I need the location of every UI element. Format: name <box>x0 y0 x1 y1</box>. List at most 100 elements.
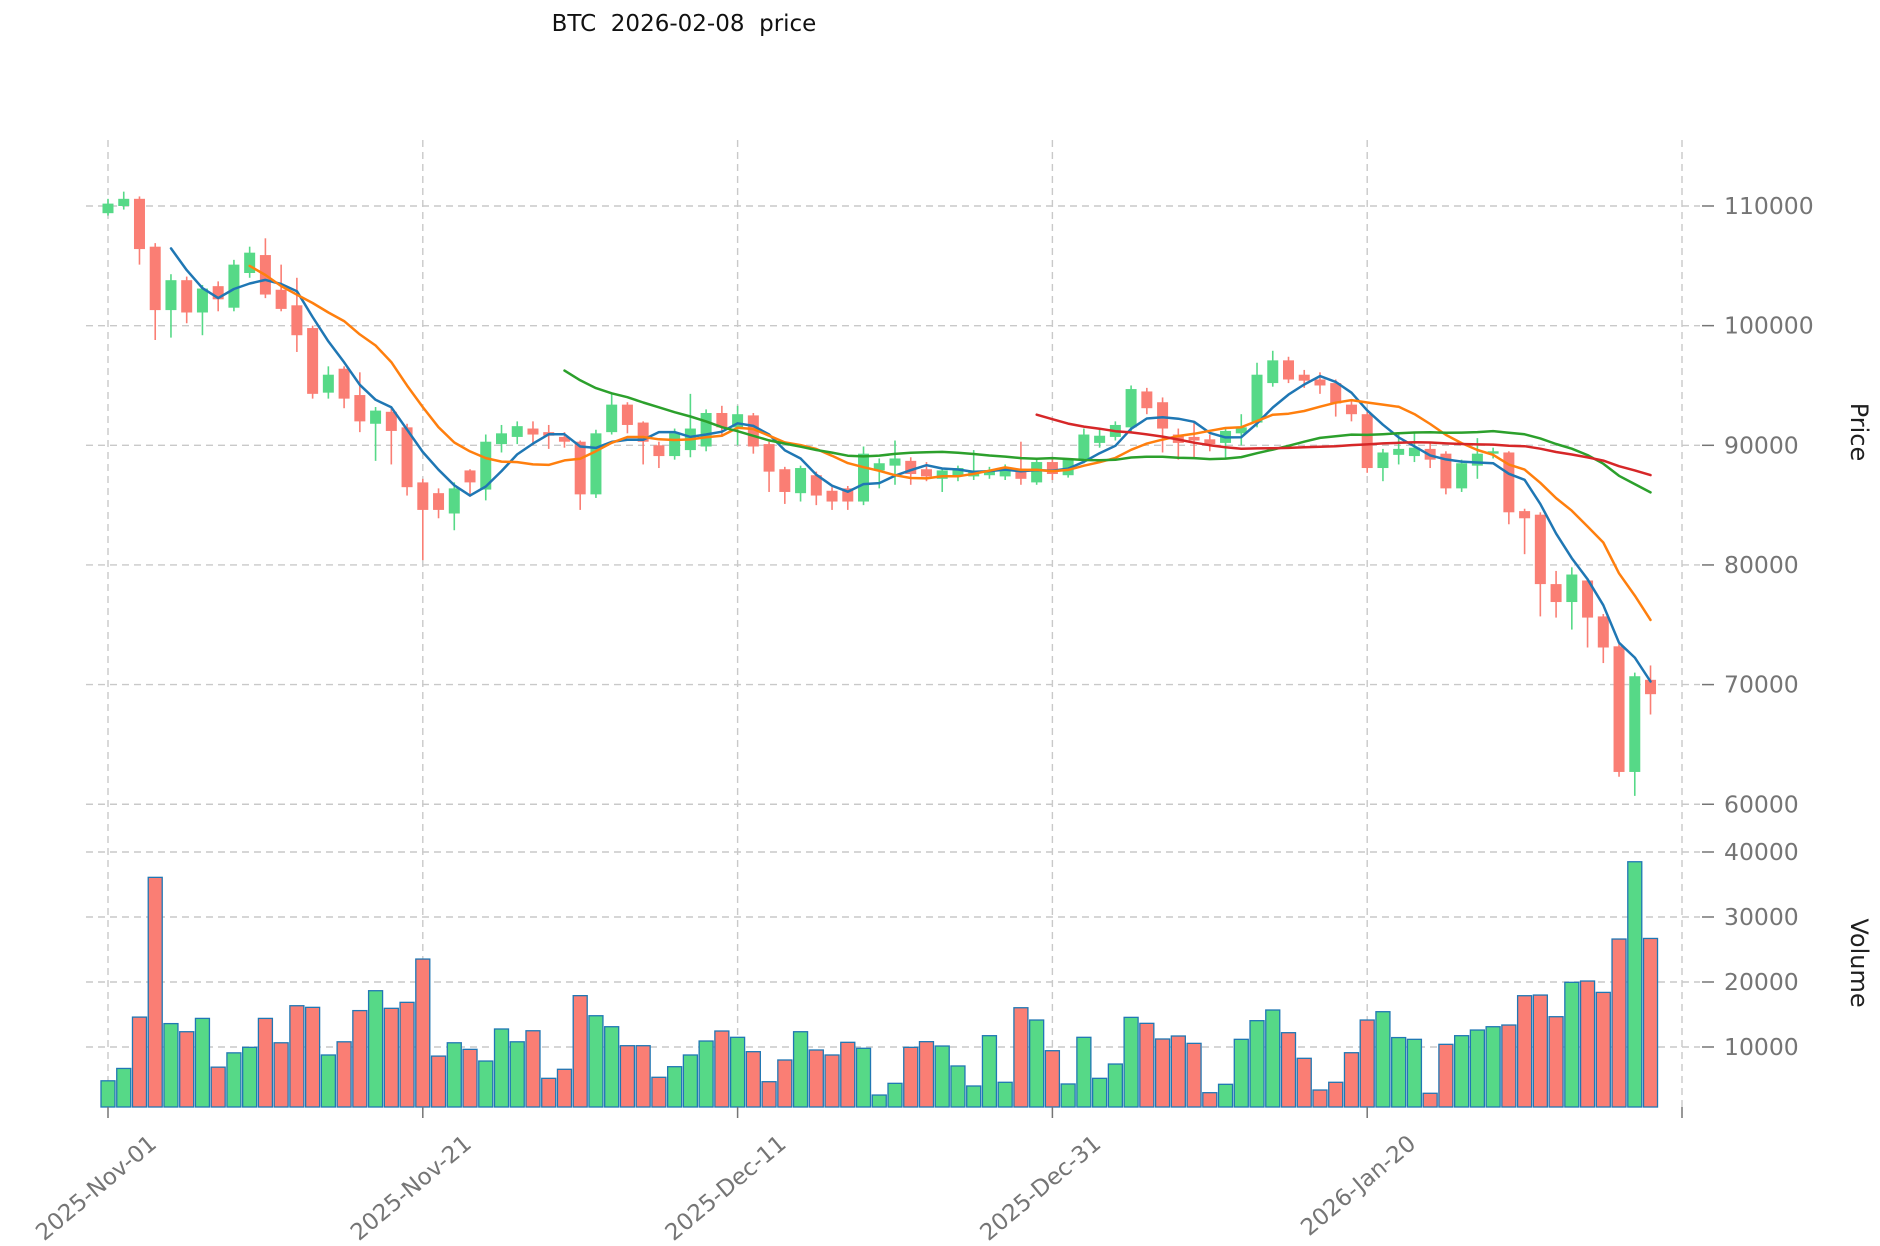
candle-down <box>1645 679 1657 695</box>
volume-bar-down <box>415 958 431 1108</box>
volume-bar-up <box>509 1041 525 1108</box>
volume-bar-down <box>430 1055 447 1108</box>
volume-bar-up <box>493 1028 510 1108</box>
volume-bar-down <box>572 995 588 1108</box>
volume-bar-up <box>1406 1038 1423 1108</box>
volume-bar-down <box>1328 1081 1344 1108</box>
candle-up <box>511 426 523 437</box>
volume-bar-up <box>1060 1083 1076 1108</box>
candle-down <box>1345 404 1357 415</box>
price-axis-tick-label: 70000 <box>1724 671 1799 699</box>
volume-bar-up <box>1627 861 1643 1108</box>
volume-bar-up <box>950 1065 966 1108</box>
volume-bar-down <box>525 1030 541 1108</box>
volume-bar-down <box>651 1076 667 1108</box>
volume-bar-down <box>541 1077 557 1108</box>
volume-bar-down <box>1611 938 1627 1108</box>
volume-axis-tick-label: 10000 <box>1724 1033 1799 1061</box>
volume-bar-up <box>729 1036 746 1108</box>
volume-bar-down <box>1154 1038 1171 1108</box>
candle-down <box>1283 360 1294 380</box>
volume-bar-down <box>840 1041 856 1108</box>
volume-bar-down <box>1359 1019 1375 1108</box>
candle-up <box>165 280 177 311</box>
sma-30-line <box>563 369 1652 494</box>
volume-bar-up <box>116 1067 132 1108</box>
candle-down <box>1330 383 1342 404</box>
sma-10-line <box>248 264 1652 622</box>
candle-down <box>1204 439 1216 445</box>
candle-up <box>1078 434 1090 460</box>
volume-bar-up <box>698 1040 714 1108</box>
volume-bar-down <box>1280 1032 1297 1108</box>
volume-bar-down <box>1548 1016 1564 1108</box>
candle-up <box>1251 374 1263 423</box>
volume-bar-up <box>682 1054 699 1108</box>
volume-bar-up <box>163 1022 179 1108</box>
candle-down <box>417 482 429 510</box>
volume-bar-down <box>1595 991 1611 1108</box>
volume-bar-up <box>446 1042 462 1108</box>
volume-bar-down <box>761 1081 777 1108</box>
volume-bar-down <box>383 1007 399 1108</box>
candle-up <box>889 458 901 466</box>
volume-bar-down <box>1139 1022 1155 1108</box>
volume-bar-down <box>352 1009 368 1108</box>
volume-bar-down <box>903 1046 919 1108</box>
price-axis-tick-label: 90000 <box>1724 431 1799 459</box>
candle-down <box>621 404 633 425</box>
candle-up <box>1377 452 1389 469</box>
volume-bar-down <box>179 1031 195 1108</box>
candle-up <box>480 441 492 490</box>
sma-5-line <box>169 247 1652 683</box>
volume-axis-tick-label: 30000 <box>1724 903 1799 931</box>
volume-bar-down <box>289 1005 305 1108</box>
volume-bar-up <box>966 1085 982 1108</box>
candle-up <box>1393 448 1405 455</box>
candle-up <box>669 433 681 457</box>
volume-bar-up <box>1233 1038 1249 1108</box>
candle-down <box>1015 468 1027 479</box>
volume-bar-up <box>226 1052 242 1108</box>
candle-down <box>307 328 319 394</box>
volume-bar-up <box>1485 1026 1501 1108</box>
price-axis-tick-label: 100000 <box>1724 312 1814 340</box>
volume-bar-down <box>1422 1092 1438 1108</box>
candle-down <box>920 469 932 477</box>
candle-down <box>558 436 570 442</box>
price-axis-title: Price <box>1845 403 1873 462</box>
candle-up <box>590 433 602 495</box>
candle-up <box>999 468 1011 477</box>
candle-down <box>653 445 665 457</box>
candle-down <box>1613 646 1625 772</box>
volume-bar-up <box>588 1015 604 1108</box>
candle-up <box>322 374 334 393</box>
candle-up <box>1629 676 1641 772</box>
volume-bar-up <box>478 1060 494 1108</box>
volume-bar-down <box>777 1059 793 1108</box>
candle-down <box>1440 453 1452 489</box>
candle-down <box>842 488 854 502</box>
candle-up <box>1408 447 1420 457</box>
volume-bar-down <box>556 1068 573 1108</box>
candle-down <box>1298 374 1310 381</box>
volume-bar-up <box>367 990 384 1108</box>
volume-bar-up <box>934 1045 950 1108</box>
volume-bar-up <box>1391 1036 1407 1108</box>
candle-down <box>1141 391 1153 409</box>
candle-up <box>700 412 712 447</box>
x-axis-tick-label: 2026-Jan-20 <box>1296 1131 1421 1242</box>
volume-bar-up <box>1453 1035 1470 1108</box>
volume-bar-up <box>871 1094 887 1108</box>
volume-bar-down <box>1202 1092 1218 1108</box>
volume-bar-up <box>1123 1016 1139 1108</box>
volume-bar-down <box>918 1041 935 1108</box>
candle-down <box>385 411 397 431</box>
candle-up <box>244 252 256 274</box>
candle-down <box>1582 580 1594 618</box>
candle-up <box>196 288 208 313</box>
volume-bar-down <box>1642 937 1659 1108</box>
candle-down <box>637 422 649 442</box>
candle-up <box>983 470 995 476</box>
